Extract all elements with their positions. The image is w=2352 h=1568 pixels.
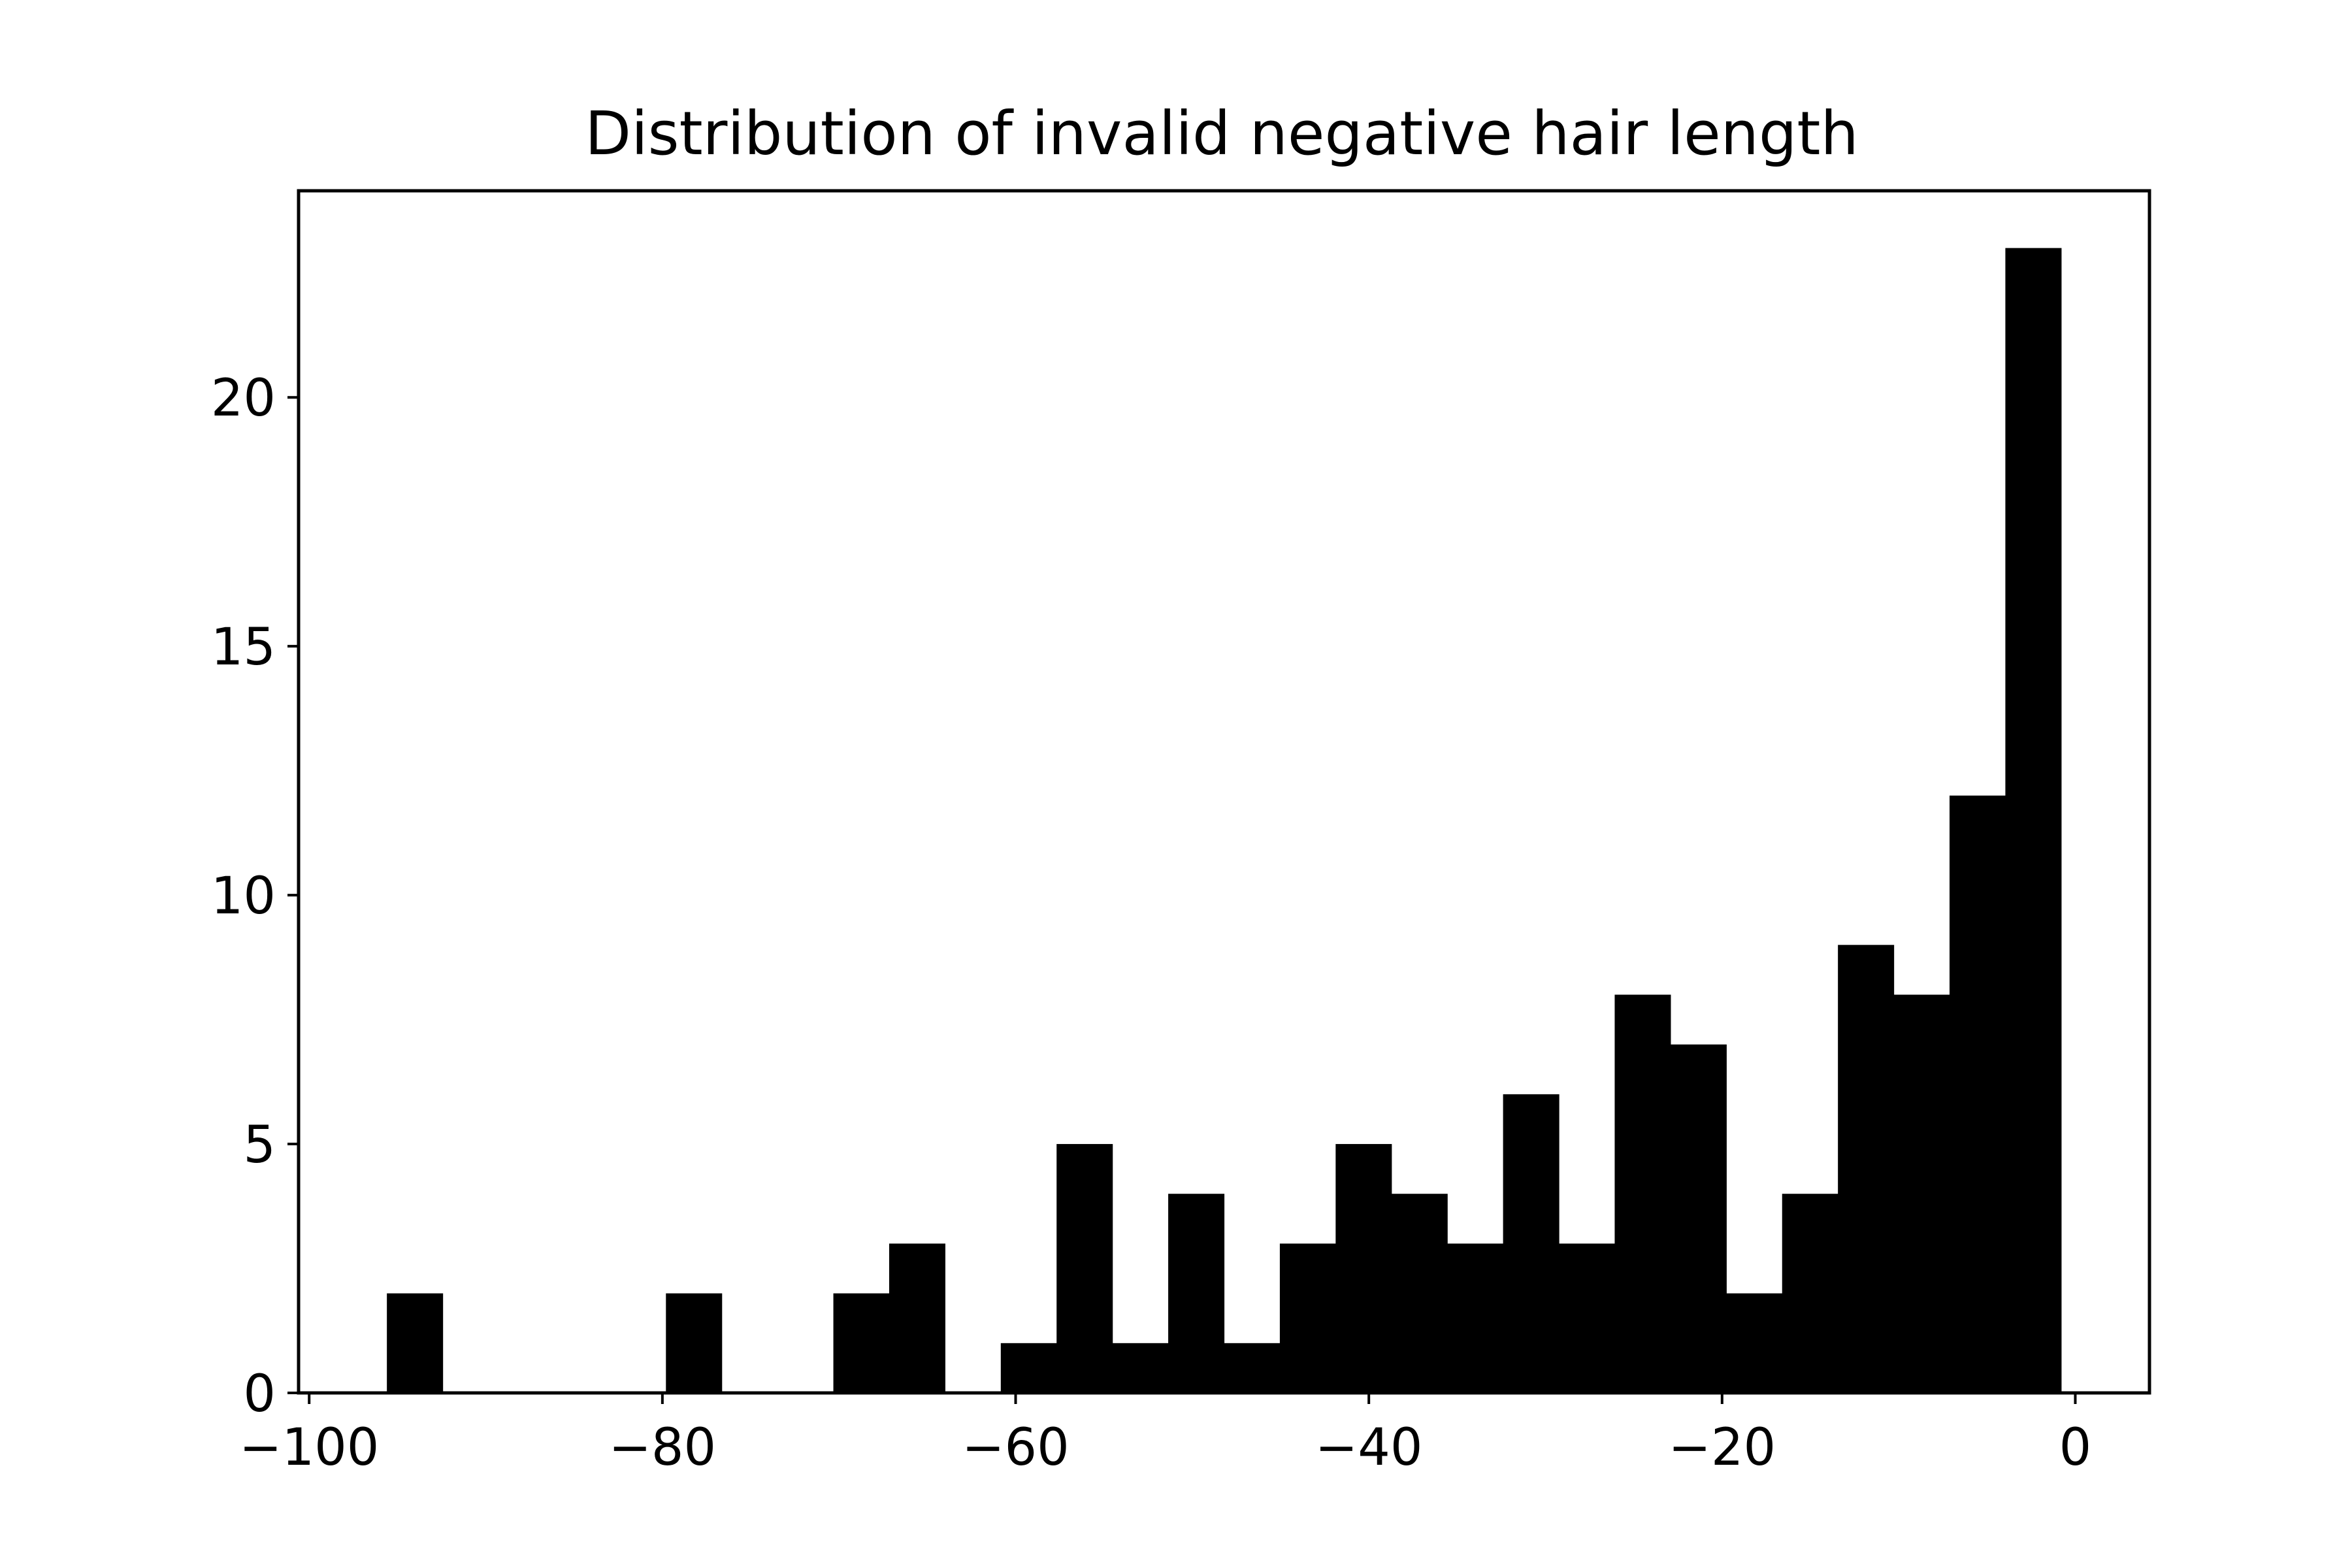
histogram-bar: [833, 1293, 890, 1393]
histogram-bar: [1391, 1194, 1448, 1393]
histogram-bar: [1503, 1094, 1560, 1393]
bars-group: [387, 248, 2062, 1393]
histogram-bar: [1168, 1194, 1225, 1393]
histogram-bar: [1949, 795, 2006, 1393]
histogram-bar: [1000, 1343, 1057, 1393]
y-axis-ticks: 0 5 10 15 20: [211, 369, 299, 1424]
y-tick-label: 0: [243, 1365, 276, 1424]
histogram-bar: [1838, 945, 1895, 1393]
histogram-bar: [1782, 1194, 1838, 1393]
y-tick-label: 20: [211, 369, 276, 428]
x-tick-label: −60: [962, 1418, 1070, 1477]
x-tick-label: −80: [609, 1418, 717, 1477]
histogram-bar: [387, 1293, 444, 1393]
y-tick-label: 10: [211, 867, 276, 926]
y-tick-label: 5: [243, 1116, 276, 1175]
histogram-bar: [1614, 994, 1671, 1393]
x-tick-label: −40: [1315, 1418, 1423, 1477]
histogram-bar: [1335, 1144, 1392, 1393]
histogram-bar: [1447, 1243, 1504, 1393]
histogram-bar: [1112, 1343, 1169, 1393]
y-tick-label: 15: [211, 618, 276, 677]
x-axis-ticks: −100 −80 −60 −40 −20 0: [239, 1393, 2091, 1477]
histogram-bar: [2005, 248, 2062, 1393]
histogram-bar: [1670, 1044, 1727, 1393]
histogram-bar: [1279, 1243, 1336, 1393]
histogram-bar: [1559, 1243, 1616, 1393]
x-tick-label: −20: [1669, 1418, 1776, 1477]
histogram-bar: [1726, 1293, 1783, 1393]
histogram-bar: [1056, 1144, 1113, 1393]
chart-title: Distribution of invalid negative hair le…: [585, 99, 1859, 169]
histogram-bar: [1224, 1343, 1281, 1393]
histogram-bar: [1893, 994, 1950, 1393]
plot-frame: [297, 189, 2151, 1395]
histogram-bar: [889, 1243, 945, 1393]
x-tick-label: 0: [2059, 1418, 2092, 1477]
x-tick-label: −100: [239, 1418, 379, 1477]
histogram-bar: [666, 1293, 723, 1393]
